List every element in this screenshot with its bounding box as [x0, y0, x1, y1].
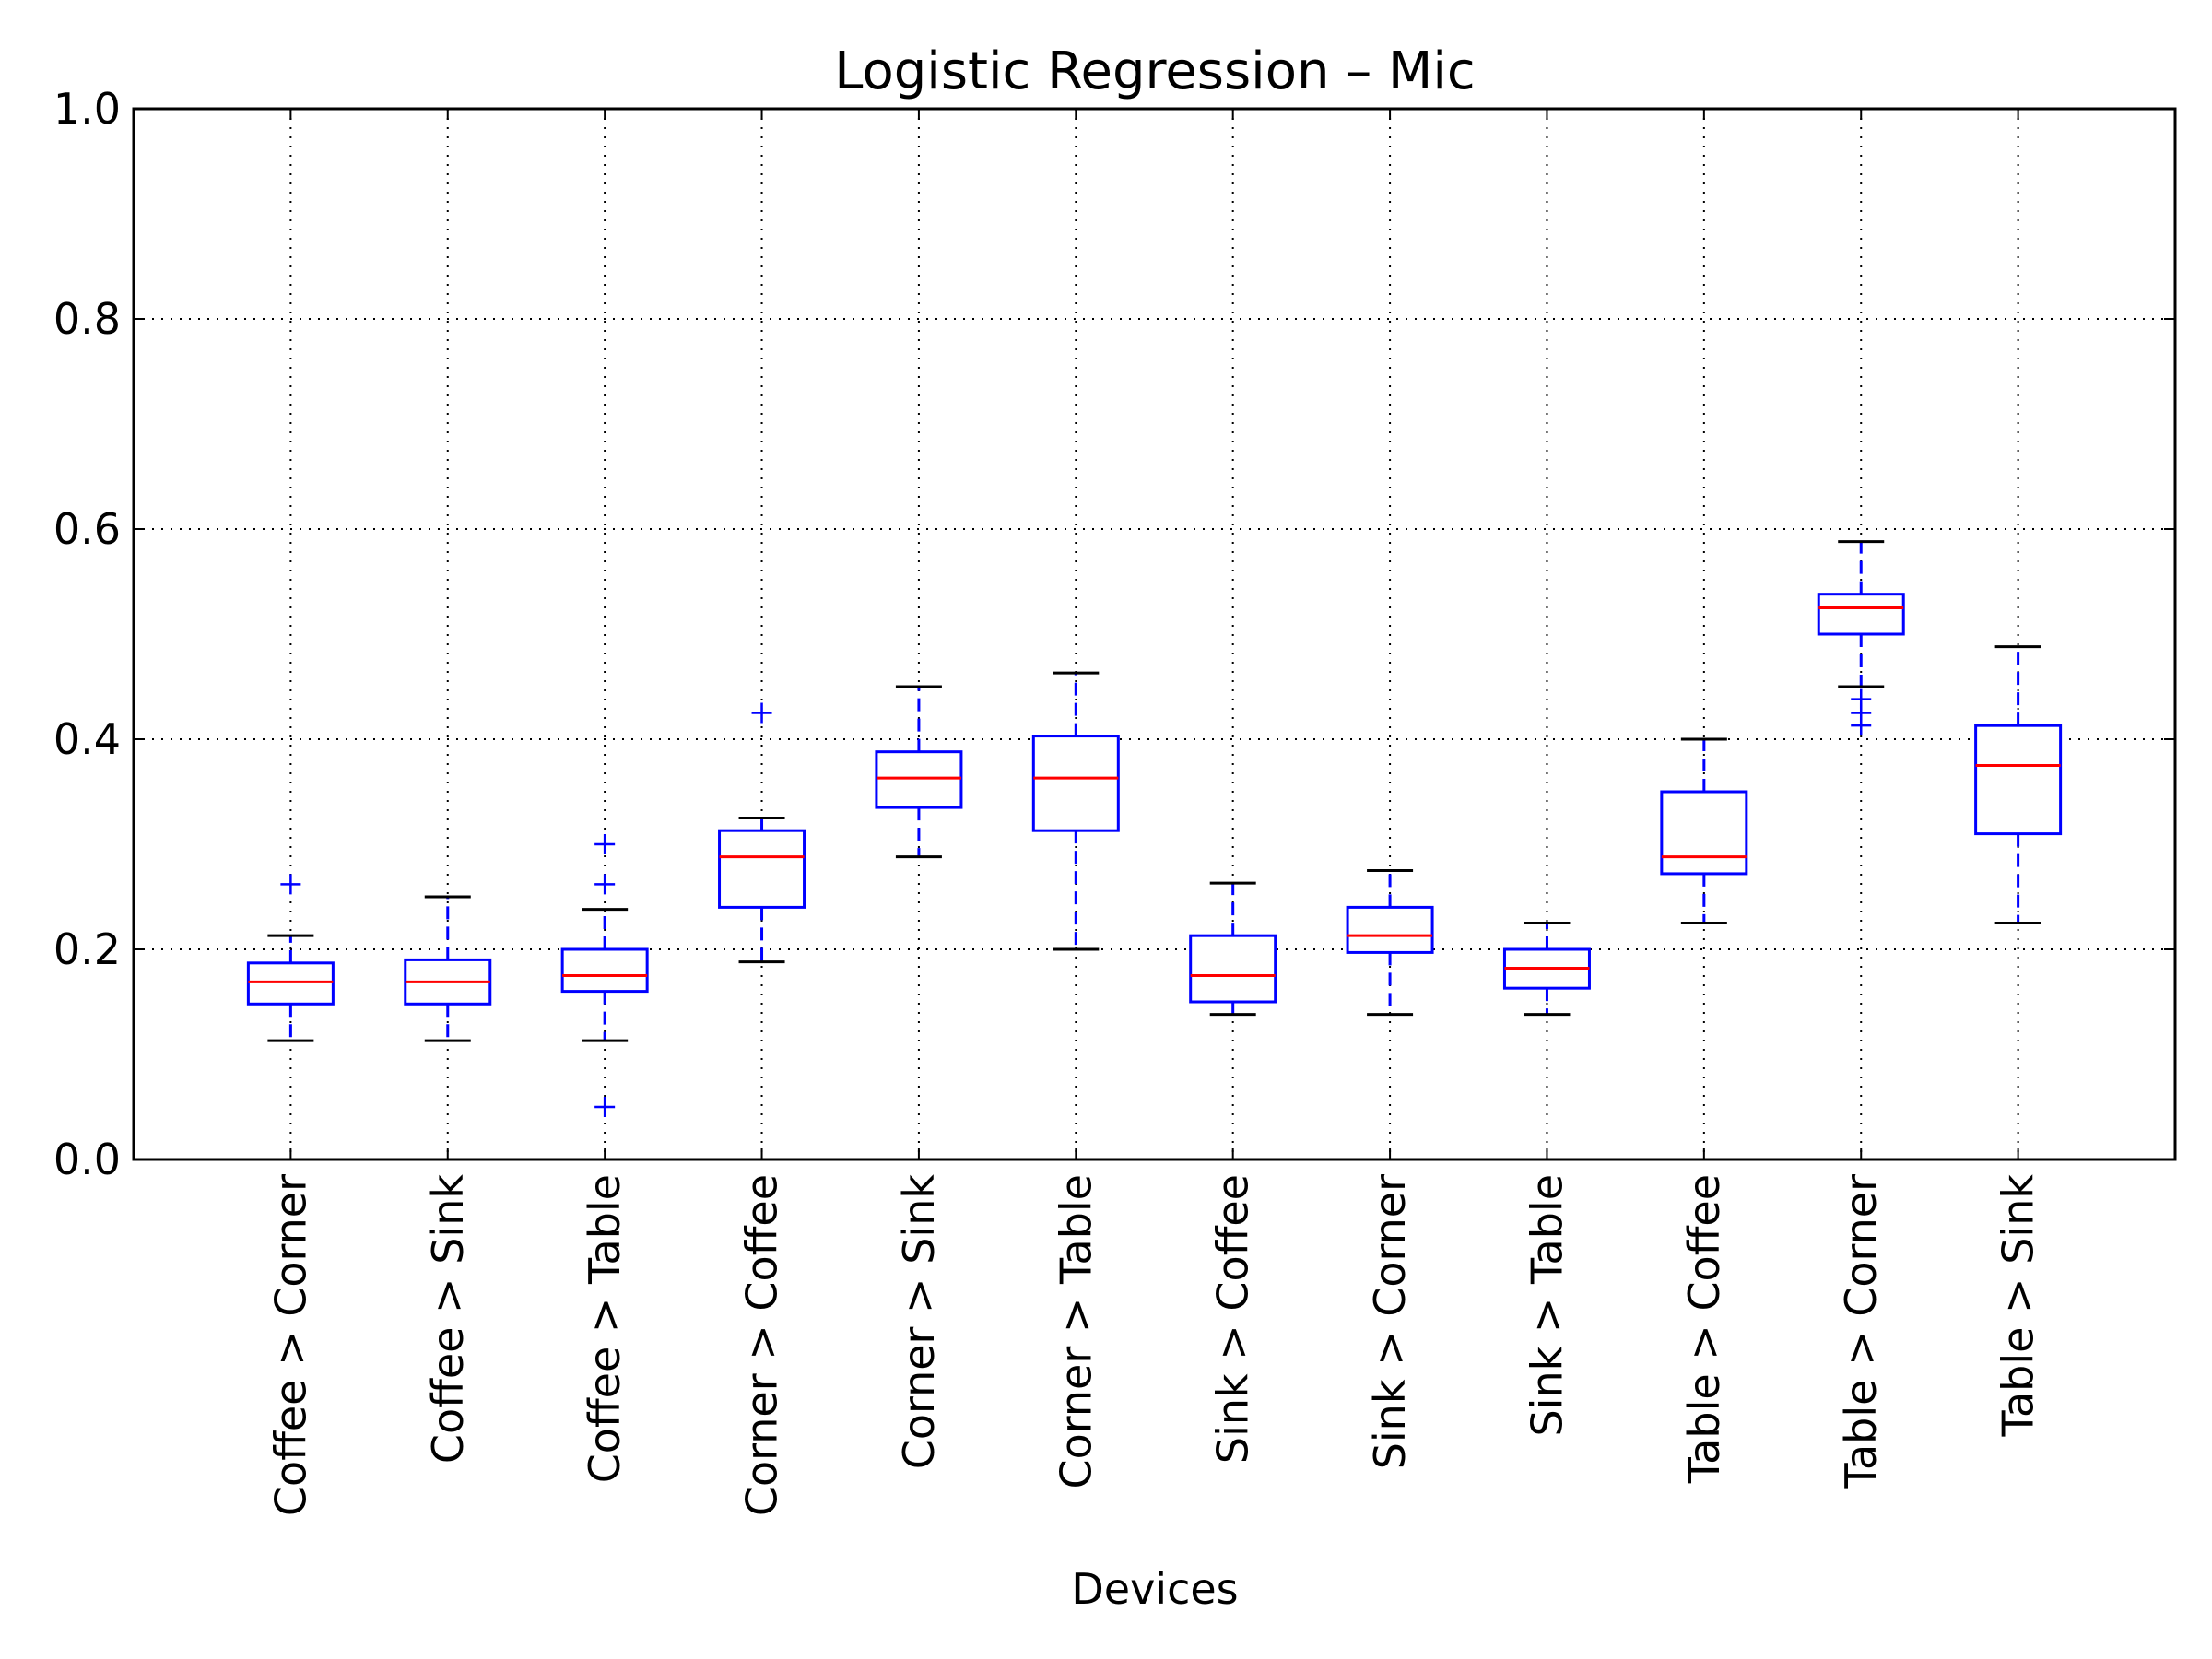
iqr-box — [1031, 735, 1120, 832]
x-tick-label: Table > Sink — [1994, 1174, 2043, 1438]
iqr-box — [1817, 593, 1905, 636]
plot-frame — [132, 107, 2177, 1161]
x-tick-label: Coffee > Table — [580, 1174, 629, 1483]
x-tick-label: Coffee > Corner — [265, 1174, 315, 1516]
iqr-box — [1189, 934, 1277, 1004]
outlier-marker — [594, 834, 616, 854]
y-axis: 0.0 0.2 0.4 0.6 0.8 1.0 — [53, 84, 2175, 1184]
iqr-box — [718, 829, 806, 909]
iqr-box — [560, 947, 649, 994]
y-tick-label: 0.4 — [53, 714, 121, 764]
y-tick-label: 0.6 — [53, 504, 121, 554]
iqr-box — [1660, 790, 1748, 876]
chart-title: Logistic Regression – Mic — [834, 41, 1475, 101]
y-tick-label: 0.8 — [53, 294, 121, 344]
box-sink-table — [1502, 922, 1591, 1017]
grid-lines — [134, 109, 2175, 1159]
box-sink-coffee — [1189, 881, 1277, 1017]
box-corner-coffee — [718, 702, 806, 964]
y-tick-label: 0.0 — [53, 1135, 121, 1184]
y-tick-label: 1.0 — [53, 84, 121, 134]
x-axis-label: Devices — [1071, 1564, 1238, 1614]
box-coffee-corner — [246, 874, 335, 1042]
iqr-box — [1346, 905, 1434, 954]
box-corner-sink — [875, 685, 963, 859]
iqr-box — [1974, 724, 2063, 836]
iqr-box — [246, 961, 335, 1006]
outlier-marker — [280, 874, 301, 895]
x-tick-label: Coffee > Sink — [423, 1174, 473, 1464]
outlier-marker — [594, 874, 616, 895]
outlier-marker — [1851, 688, 1872, 710]
outlier-marker — [751, 702, 772, 724]
box-series — [246, 540, 2063, 1117]
box-table-coffee — [1660, 737, 1748, 924]
iqr-box — [875, 750, 963, 809]
x-tick-label: Table > Coffee — [1679, 1174, 1729, 1484]
box-table-sink — [1974, 645, 2063, 924]
box-sink-corner — [1346, 869, 1434, 1017]
x-tick-label: Corner > Sink — [894, 1174, 944, 1470]
x-tick-label: Corner > Table — [1051, 1174, 1100, 1488]
x-tick-label: Sink > Coffee — [1208, 1174, 1258, 1464]
x-tick-label: Sink > Corner — [1365, 1174, 1415, 1469]
box-corner-table — [1031, 671, 1120, 951]
box-coffee-table — [560, 834, 649, 1117]
box-table-corner — [1817, 540, 1905, 736]
x-tick-label: Sink > Table — [1522, 1174, 1571, 1437]
x-axis: Coffee > Corner Coffee > Sink Coffee > Tab… — [265, 109, 2043, 1516]
box-coffee-sink — [404, 895, 492, 1042]
x-tick-label: Corner > Coffee — [737, 1174, 787, 1516]
x-tick-label: Table > Corner — [1836, 1174, 1886, 1490]
y-tick-label: 0.2 — [53, 924, 121, 974]
outlier-marker — [594, 1097, 616, 1117]
